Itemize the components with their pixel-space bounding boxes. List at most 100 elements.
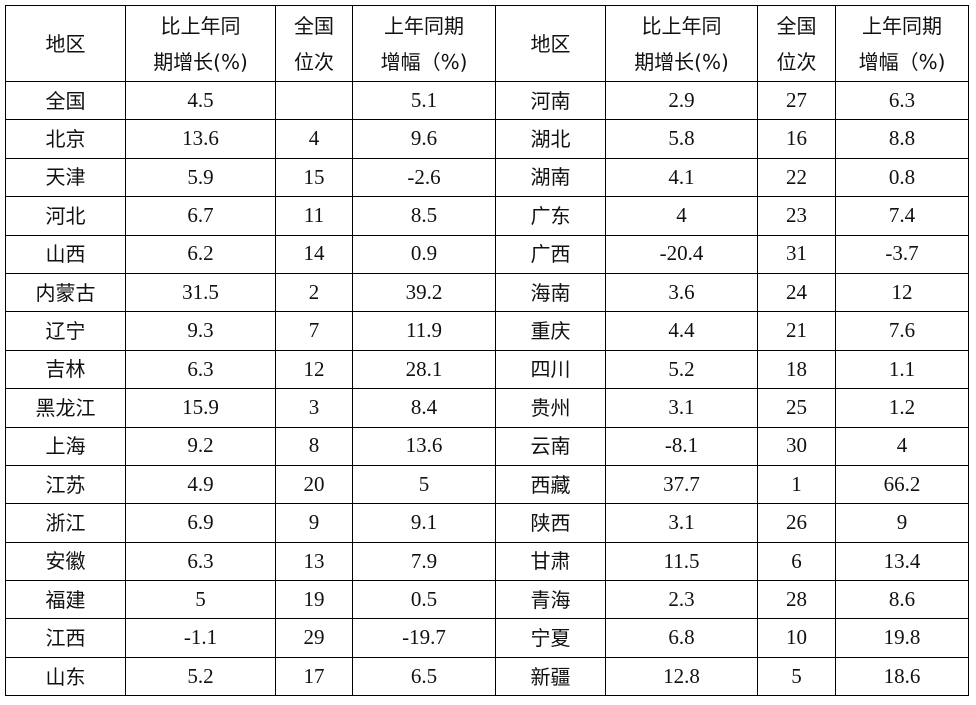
cell-prev-growth: 7.6	[835, 311, 969, 351]
cell-growth: 3.1	[605, 388, 758, 428]
header-line: 上年同期	[384, 13, 464, 38]
cell-rank	[275, 80, 353, 121]
cell-rank: 27	[757, 80, 836, 121]
cell-prev-growth: 9.6	[352, 119, 496, 159]
cell-rank: 15	[275, 157, 353, 198]
cell-prev-growth: 18.6	[835, 656, 969, 697]
header-region: 地区	[495, 5, 606, 82]
table-row: 辽宁 9.3 7 11.9 重庆 4.4 21 7.6	[5, 311, 969, 351]
cell-rank: 21	[757, 311, 836, 351]
cell-prev-growth: 6.3	[835, 80, 969, 121]
table-row: 河北 6.7 11 8.5 广东 4 23 7.4	[5, 196, 969, 236]
cell-prev-growth: 19.8	[835, 618, 969, 658]
regional-growth-table: 地区 比上年同 期增长(%) 全国 位次 上年同期 增幅（%) 地区 比上年同 期增长(%) 全国位…	[5, 5, 969, 697]
cell-growth: 5.2	[605, 349, 758, 390]
header-prev-growth: 上年同期 增幅（%)	[835, 5, 969, 82]
cell-region: 湖北	[495, 119, 606, 159]
cell-growth: 5	[125, 580, 276, 620]
cell-region: 贵州	[495, 388, 606, 428]
header-rank: 全国 位次	[757, 5, 836, 82]
cell-rank: 4	[275, 119, 353, 159]
cell-prev-growth: 7.4	[835, 196, 969, 236]
cell-prev-growth: 0.9	[352, 234, 496, 274]
cell-prev-growth: 6.5	[352, 656, 496, 697]
header-rank: 全国 位次	[275, 5, 353, 82]
cell-growth: 31.5	[125, 272, 276, 313]
header-line: 全国	[294, 13, 334, 38]
cell-prev-growth: 39.2	[352, 272, 496, 313]
cell-rank: 31	[757, 234, 836, 274]
header-line: 位次	[294, 49, 334, 74]
cell-region: 内蒙古	[5, 272, 126, 313]
cell-prev-growth: 13.6	[352, 426, 496, 466]
cell-growth: 2.9	[605, 80, 758, 121]
cell-region: 海南	[495, 272, 606, 313]
table-row: 江苏 4.9 20 5 西藏 37.7 1 66.2	[5, 464, 969, 505]
table-row: 北京 13.6 4 9.6 湖北 5.8 16 8.8	[5, 119, 969, 159]
cell-region: 西藏	[495, 464, 606, 505]
cell-region: 江苏	[5, 464, 126, 505]
header-region: 地区	[5, 5, 126, 82]
cell-growth: 4.1	[605, 157, 758, 198]
cell-prev-growth: 4	[835, 426, 969, 466]
cell-region: 新疆	[495, 656, 606, 697]
cell-rank: 28	[757, 580, 836, 620]
cell-region: 黑龙江	[5, 388, 126, 428]
cell-rank: 2	[275, 272, 353, 313]
cell-growth: 13.6	[125, 119, 276, 159]
table-row: 山西 6.2 14 0.9 广西 -20.4 31 -3.7	[5, 234, 969, 274]
cell-prev-growth: 9.1	[352, 503, 496, 543]
header-prev-growth: 上年同期增幅（%)	[352, 5, 496, 82]
cell-rank: 30	[757, 426, 836, 466]
cell-rank: 23	[757, 196, 836, 236]
header-growth: 比上年同 期增长(%)	[125, 5, 276, 82]
cell-region: 甘肃	[495, 541, 606, 582]
cell-prev-growth: 1.2	[835, 388, 969, 428]
cell-rank: 29	[275, 618, 353, 658]
cell-growth: 5.2	[125, 656, 276, 697]
cell-region: 上海	[5, 426, 126, 466]
cell-region: 吉林	[5, 349, 126, 390]
cell-rank: 12	[275, 349, 353, 390]
cell-region: 天津	[5, 157, 126, 198]
cell-rank: 9	[275, 503, 353, 543]
header-line: 期增长(%)	[634, 49, 729, 74]
cell-rank: 22	[757, 157, 836, 198]
cell-region: 青海	[495, 580, 606, 620]
cell-rank: 20	[275, 464, 353, 505]
cell-rank: 11	[275, 196, 353, 236]
cell-rank: 7	[275, 311, 353, 351]
cell-growth: 6.3	[125, 541, 276, 582]
cell-rank: 25	[757, 388, 836, 428]
cell-growth: 9.2	[125, 426, 276, 466]
cell-region: 湖南	[495, 157, 606, 198]
table-row: 浙江 6.9 9 9.1 陕西 3.1 26 9	[5, 503, 969, 543]
cell-prev-growth: -19.7	[352, 618, 496, 658]
cell-rank: 24	[757, 272, 836, 313]
header-line: 增幅（%)	[380, 49, 468, 74]
cell-region: 广东	[495, 196, 606, 236]
cell-region: 山东	[5, 656, 126, 697]
cell-growth: 3.6	[605, 272, 758, 313]
cell-growth: 4.5	[125, 80, 276, 121]
table-row: 福建 5 19 0.5 青海 2.3 28 8.6	[5, 580, 969, 620]
cell-prev-growth: 8.8	[835, 119, 969, 159]
cell-rank: 16	[757, 119, 836, 159]
table-row: 天津 5.9 15 -2.6 湖南 4.1 22 0.8	[5, 157, 969, 198]
cell-prev-growth: 1.1	[835, 349, 969, 390]
cell-growth: 5.9	[125, 157, 276, 198]
cell-prev-growth: 7.9	[352, 541, 496, 582]
cell-growth: 6.3	[125, 349, 276, 390]
cell-growth: 6.8	[605, 618, 758, 658]
cell-region: 浙江	[5, 503, 126, 543]
cell-growth: 4.4	[605, 311, 758, 351]
cell-region: 江西	[5, 618, 126, 658]
header-row: 地区 比上年同 期增长(%) 全国 位次 上年同期 增幅（%) 地区 比上年同 期增长(%) 全国位…	[5, 5, 969, 82]
table-row: 上海 9.2 8 13.6 云南 -8.1 30 4	[5, 426, 969, 466]
cell-prev-growth: 5	[352, 464, 496, 505]
header-line: 全国	[776, 13, 817, 38]
cell-region: 山西	[5, 234, 126, 274]
cell-prev-growth: 8.6	[835, 580, 969, 620]
cell-growth: -20.4	[605, 234, 758, 274]
cell-region: 云南	[495, 426, 606, 466]
